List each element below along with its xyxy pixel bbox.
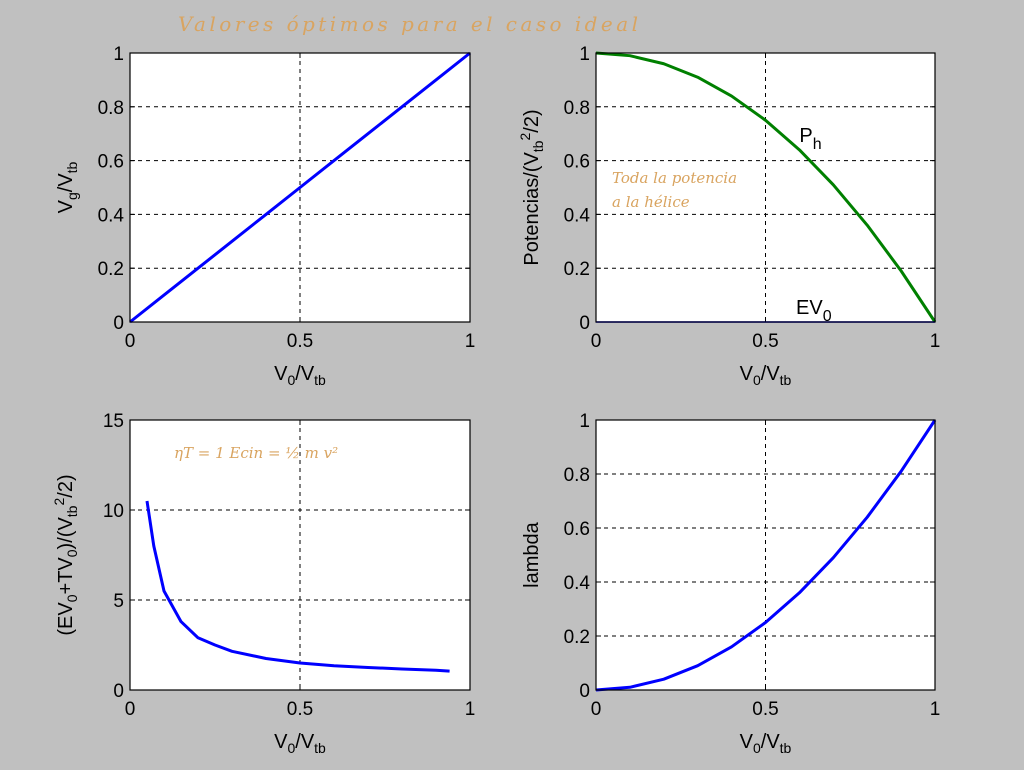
y-tick-label: 0.6 [564,519,590,540]
x-tick-label: 0 [591,331,602,352]
y-tick-label: 0.2 [98,259,124,280]
x-tick-label: 0.5 [287,699,313,720]
series-line-1 [595,419,937,692]
x-axis-label: V0/Vtb [274,363,326,388]
annotation-ph: Ph [799,125,821,153]
y-tick-label: 0 [113,681,124,702]
y-tick-label: 15 [103,411,124,432]
y-tick-label: 0.6 [564,152,590,173]
y-tick-label: 0.6 [98,152,124,173]
series-line-1 [129,51,471,324]
axes-box [129,52,471,323]
y-axis-label: Vg/Vtb [55,161,80,213]
x-tick-label: 1 [465,699,476,720]
x-tick-label: 0.5 [287,331,313,352]
chart-2: 0 0.5 1 0 0.2 0.4 0.6 0.8 1 V0/Vtb Potencias/(Vtb2… [517,44,940,388]
y-tick-label: 0.4 [98,205,125,226]
x-tick-label: 0 [591,699,602,720]
handwritten-note: ηT = 1 Ecin = ½ m v² [174,444,338,462]
y-axis-label: Potencias/(Vtb2/2) [517,109,546,265]
x-axis-label: V0/Vtb [274,731,326,756]
series-line-1 [145,500,450,673]
handwritten-note: a la hélice [612,193,690,211]
y-tick-label: 0.8 [564,98,590,119]
y-tick-label: 1 [579,411,590,432]
y-tick-label: 0.4 [564,573,591,594]
x-axis-label: V0/Vtb [740,731,792,756]
x-tick-label: 0 [125,699,136,720]
chart-4: 0 0.5 1 0 0.2 0.4 0.6 0.8 1 V0/Vtb lambda [521,411,940,756]
y-tick-label: 1 [579,44,590,65]
y-tick-label: 0.2 [564,627,590,648]
axes-box [595,419,936,691]
y-tick-label: 0.2 [564,259,590,280]
x-tick-label: 0.5 [752,331,778,352]
y-tick-label: 10 [103,501,124,522]
y-tick-label: 0 [113,313,124,334]
y-tick-label: 0.8 [98,98,124,119]
y-tick-label: 5 [113,591,124,612]
y-axis-label: lambda [521,521,543,587]
handwritten-title: Valores óptimos para el caso ideal [178,12,638,36]
x-tick-label: 1 [465,331,476,352]
series-line-ph [595,51,937,323]
y-tick-label: 0 [579,313,590,334]
annotation-ev0: EV0 [796,297,832,325]
handwritten-note: Toda la potencia [612,169,737,187]
x-tick-label: 0 [125,331,136,352]
x-tick-label: 0.5 [752,699,778,720]
x-axis-label: V0/Vtb [740,363,792,388]
x-tick-label: 1 [930,699,941,720]
y-tick-label: 0.8 [564,465,590,486]
axes-box [595,52,936,323]
x-tick-label: 1 [930,331,941,352]
y-tick-label: 1 [113,44,124,65]
axes-box [129,419,471,691]
y-axis-label: (EV0+TV0)/(Vtb2/2) [51,474,80,635]
chart-1: 0 0.5 1 0 0.2 0.4 0.6 0.8 1 V0/Vtb Vg/Vtb [55,44,475,388]
y-tick-label: 0 [579,681,590,702]
y-tick-label: 0.4 [564,205,591,226]
